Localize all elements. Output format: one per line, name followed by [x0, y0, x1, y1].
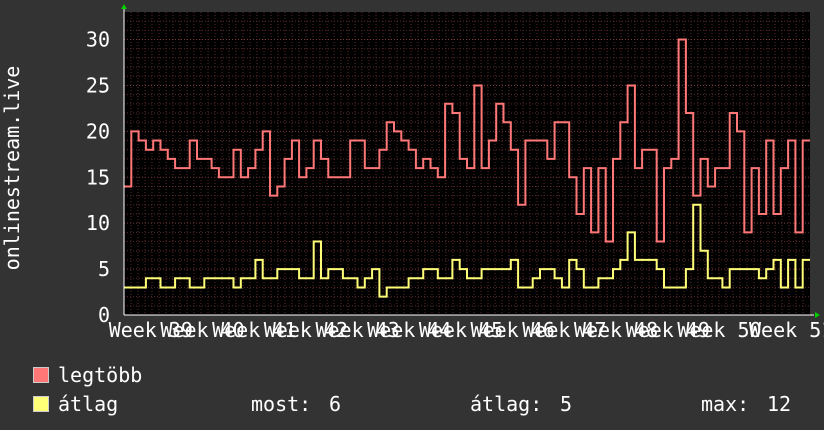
x-tick-label: Week 45	[419, 318, 503, 342]
x-tick-label: Week 43	[315, 318, 399, 342]
y-tick-label: 25	[86, 73, 110, 97]
stat-average-label: átlag:	[470, 392, 543, 416]
x-tick-label: Week 47	[522, 318, 606, 342]
y-axis-label: onlinestream.live	[0, 66, 24, 271]
x-tick-label: Week 51	[749, 318, 824, 342]
x-tick-label: Week 50	[677, 318, 761, 342]
x-tick-label: Week 39	[109, 318, 193, 342]
x-tick-label: Week 42	[264, 318, 348, 342]
x-tick-label: Week 40	[160, 318, 244, 342]
series-layer	[124, 38, 810, 298]
legend-swatch-atlag	[33, 396, 49, 412]
legend-label-atlag: átlag	[58, 392, 119, 416]
legend-swatch-legtobb	[33, 367, 49, 383]
axes	[121, 4, 820, 318]
series-line-0	[124, 38, 810, 243]
stat-max-value: 12	[767, 392, 792, 416]
x-tick-label: Week 48	[574, 318, 658, 342]
y-tick-label: 20	[86, 119, 110, 143]
stat-average-value: 5	[560, 392, 573, 416]
y-tick-label: 15	[86, 165, 110, 189]
legend-label-legtobb: legtöbb	[58, 363, 143, 387]
x-axis-arrow	[815, 312, 820, 318]
grid-lines	[124, 12, 810, 315]
y-tick-labels: 0 5 10 15 20 25 30	[86, 28, 110, 327]
x-tick-label: Week 44	[367, 318, 451, 342]
y-tick-label: 0	[98, 303, 110, 327]
y-axis-arrow	[121, 4, 127, 9]
x-tick-label: Week 49	[626, 318, 710, 342]
stat-current-value: 6	[329, 392, 342, 416]
series-line-1	[124, 203, 810, 298]
x-tick-label: Week 46	[471, 318, 555, 342]
stat-current-label: most:	[251, 392, 312, 416]
y-tick-label: 10	[86, 211, 110, 235]
stat-max-label: max:	[701, 392, 750, 416]
y-tick-label: 30	[86, 28, 110, 52]
x-tick-label: Week 41	[212, 318, 296, 342]
y-tick-label: 5	[98, 257, 110, 281]
